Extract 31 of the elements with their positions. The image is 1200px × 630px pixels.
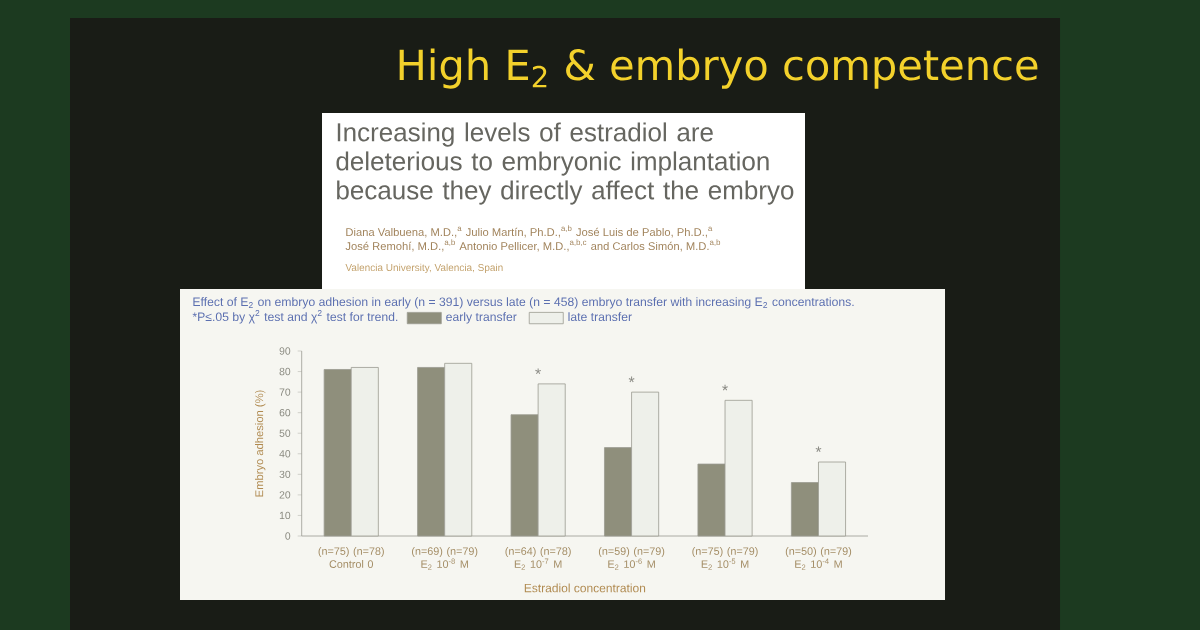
- chart-title: High E$_{2}$ & embryo competence: [399, 48, 1038, 89]
- y-tick-label: 10: [279, 511, 291, 520]
- x-tick-label: (n=59) (n=79) E$_{2}$ 10$^{-6}$ M: [598, 547, 665, 570]
- y-axis-title: Embryo adhesion (%): [255, 390, 266, 497]
- x-tick-label: (n=69) (n=79) E$_{2}$ 10$^{-8}$ M: [412, 547, 478, 570]
- y-tick-label: 30: [279, 470, 291, 479]
- y-tick-label: 50: [279, 429, 291, 437]
- y-tick-label: 20: [279, 491, 291, 499]
- annotation: *: [628, 376, 635, 383]
- annotation: *: [815, 446, 822, 453]
- y-tick-label: 90: [279, 347, 291, 355]
- text: Diana Valbuena, M.D.,$^{a}$ Julio Martín, Ph.D.,$^{a,b}$ José Luis de Pablo, Ph.D.,$^{a}$: [346, 225, 713, 238]
- y-tick-label: 70: [279, 388, 291, 396]
- annotation: *: [535, 368, 541, 374]
- text: Valencia University, Valencia, Spain: [345, 263, 503, 274]
- text: José Remohí, M.D.,$^{a,b}$ Antonio Pellicer, M.D.,$^{a,b,c}$ and Carlos Simón, M.D.$^{a,b}$: [345, 239, 721, 252]
- x-tick-label: (n=75) (n=78) Control 0: [318, 547, 384, 568]
- x-tick-label: (n=50) (n=79) E$_{2}$ 10$^{-4}$ M: [785, 547, 852, 570]
- text: Effect of E$_{2}$ on embryo adhesion in early (n = 391) versus late (n = 458) embryo transfer with increasing E$_{2}$ concentrations.: [193, 297, 854, 309]
- chart-subtitle: Increasing levels of estradiol are deleterious to embryonic implantation because they directly affect the embryo: [336, 122, 794, 205]
- y-tick-label: 40: [279, 450, 291, 458]
- text: *P≤.05 by χ$^{2}$ test and χ$^{2}$ test for trend.: [192, 310, 398, 324]
- y-tick-label: 60: [279, 408, 291, 417]
- legend-label: late transfer: [568, 312, 632, 322]
- legend-label: early transfer: [446, 312, 517, 324]
- x-axis-title: Estradiol concentration: [524, 583, 646, 593]
- y-tick-label: 80: [279, 367, 291, 376]
- y-tick-label: 0: [285, 532, 291, 540]
- annotation: *: [722, 384, 728, 391]
- x-tick-label: (n=75) (n=79) E$_{2}$ 10$^{-5}$ M: [692, 547, 758, 570]
- x-tick-label: (n=64) (n=78) E$_{2}$ 10$^{-7}$ M: [505, 547, 571, 570]
